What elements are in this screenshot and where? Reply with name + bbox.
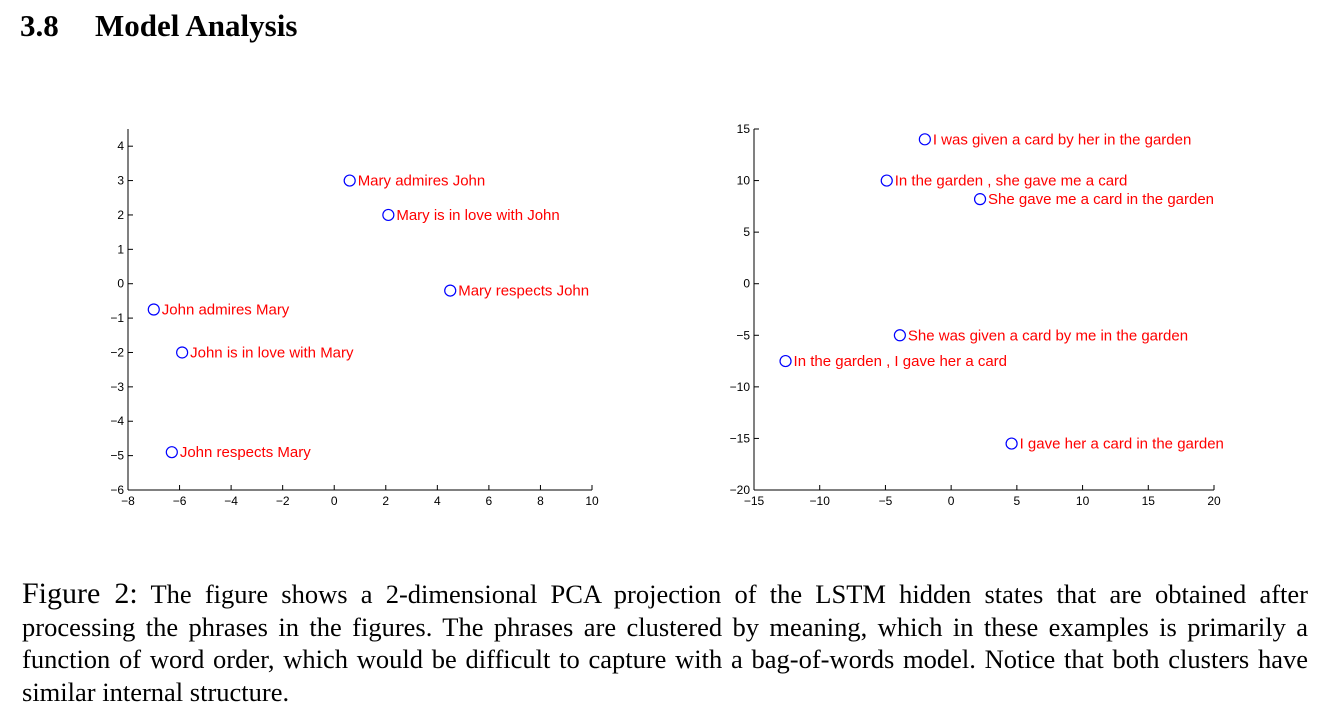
data-point-marker [1005, 437, 1018, 450]
y-tick-label: 4 [117, 139, 124, 153]
data-point-label: In the garden , she gave me a card [895, 173, 1128, 190]
y-tick-label: 0 [743, 277, 750, 291]
y-tick-label: −15 [730, 431, 751, 445]
data-point-label: She was given a card by me in the garden [908, 327, 1188, 344]
data-point-marker [918, 133, 931, 146]
data-point-label: Mary is in love with John [396, 207, 559, 224]
x-tick-label: 6 [486, 494, 493, 508]
data-point-marker [880, 174, 893, 187]
figure-label: Figure 2: [22, 577, 138, 610]
section-heading: 3.8 Model Analysis [20, 8, 297, 44]
data-point-marker [176, 346, 189, 359]
caption-text: The figure shows a 2-dimensional PCA pro… [22, 579, 1308, 707]
y-tick-label: −5 [110, 449, 124, 463]
x-tick-label: −8 [121, 494, 135, 508]
x-tick-label: −10 [810, 494, 831, 508]
data-point-marker [343, 174, 356, 187]
data-point-label: John is in love with Mary [190, 344, 354, 361]
x-tick-label: 0 [948, 494, 955, 508]
data-point-label: I gave her a card in the garden [1020, 436, 1224, 453]
x-tick-label: 10 [585, 494, 599, 508]
y-tick-label: −4 [110, 414, 124, 428]
data-point-marker [893, 329, 906, 342]
x-tick-label: −6 [173, 494, 187, 508]
y-tick-label: −20 [730, 483, 751, 497]
y-tick-label: −1 [110, 311, 124, 325]
y-tick-label: −2 [110, 345, 124, 359]
x-tick-label: 20 [1207, 494, 1221, 508]
x-tick-label: 4 [434, 494, 441, 508]
x-tick-label: −5 [879, 494, 893, 508]
data-point-label: In the garden , I gave her a card [794, 353, 1007, 370]
x-tick-label: 10 [1076, 494, 1090, 508]
data-point-marker [382, 208, 395, 222]
data-point-marker [779, 354, 792, 368]
figure-caption: Figure 2: The figure shows a 2-dimension… [22, 577, 1308, 708]
data-point-marker [444, 284, 457, 297]
y-tick-label: 2 [117, 208, 124, 222]
x-tick-label: −15 [744, 494, 765, 508]
data-point-marker [165, 446, 178, 459]
data-point-label: John respects Mary [180, 444, 311, 461]
data-point-label: Mary admires John [358, 173, 486, 190]
x-tick-label: −2 [276, 494, 290, 508]
data-point-marker [147, 303, 160, 316]
x-tick-label: 0 [331, 494, 338, 508]
section-number: 3.8 [20, 8, 59, 43]
y-tick-label: −10 [730, 380, 751, 394]
x-tick-label: 8 [537, 494, 544, 508]
x-tick-label: 15 [1142, 494, 1156, 508]
y-tick-label: 10 [737, 174, 751, 188]
y-tick-label: 5 [743, 225, 750, 239]
y-tick-label: 1 [117, 242, 124, 256]
y-tick-label: 0 [117, 277, 124, 291]
y-tick-label: −6 [110, 483, 124, 497]
data-point-label: She gave me a card in the garden [988, 191, 1214, 208]
data-point-label: Mary respects John [458, 283, 589, 300]
y-tick-label: 15 [737, 122, 751, 136]
y-tick-label: −5 [736, 328, 750, 342]
y-tick-label: 3 [117, 174, 124, 188]
x-tick-label: 2 [382, 494, 389, 508]
x-tick-label: −4 [224, 494, 238, 508]
section-title: Model Analysis [95, 8, 298, 43]
x-tick-label: 5 [1014, 494, 1021, 508]
data-point-label: John admires Mary [162, 302, 290, 319]
data-point-marker [973, 193, 987, 206]
data-point-label: I was given a card by her in the garden [933, 131, 1192, 148]
y-tick-label: −3 [110, 380, 124, 394]
